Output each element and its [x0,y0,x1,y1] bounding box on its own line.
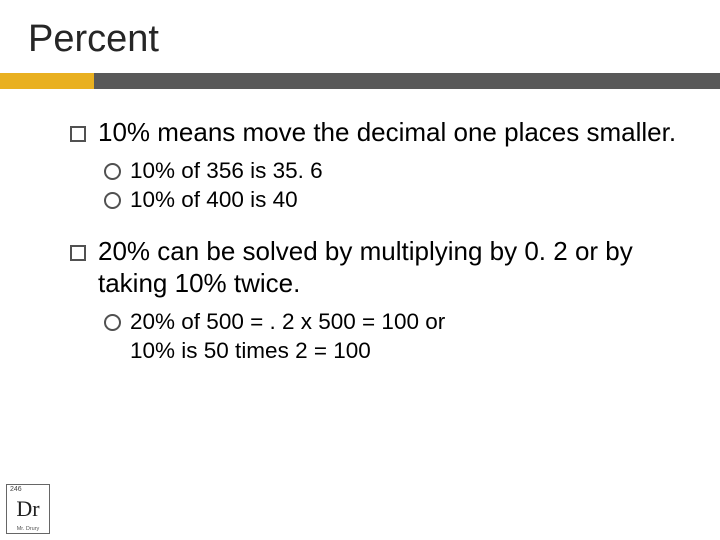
bullet-2-sub-1-cont: 10% is 50 times 2 = 100 [104,337,680,366]
accent-bar [0,73,720,89]
accent-yellow [0,73,94,89]
bullet-1-sub-2: 10% of 400 is 40 [104,186,680,215]
content-area: 10% means move the decimal one places sm… [0,89,720,365]
bullet-2-sub-1: 20% of 500 = . 2 x 500 = 100 or [104,308,680,337]
bullet-1: 10% means move the decimal one places sm… [70,117,680,149]
bullet-2: 20% can be solved by multiplying by 0. 2… [70,236,680,299]
bullet-2-text: 20% can be solved by multiplying by 0. 2… [98,236,633,298]
slide: Percent 10% means move the decimal one p… [0,0,720,540]
accent-gray [94,73,720,89]
logo-mass: 246 [10,486,22,493]
logo-name: Mr. Drury [7,526,49,532]
element-logo: 246 Dr Mr. Drury [6,484,50,534]
slide-title: Percent [0,0,720,61]
bullet-1-sublist: 10% of 356 is 35. 6 10% of 400 is 40 [70,157,680,215]
bullet-1-sub-1: 10% of 356 is 35. 6 [104,157,680,186]
bullet-2-sublist: 20% of 500 = . 2 x 500 = 100 or 10% is 5… [70,308,680,366]
bullet-1-text: 10% means move the decimal one places sm… [98,117,676,147]
logo-symbol: Dr [7,496,49,522]
